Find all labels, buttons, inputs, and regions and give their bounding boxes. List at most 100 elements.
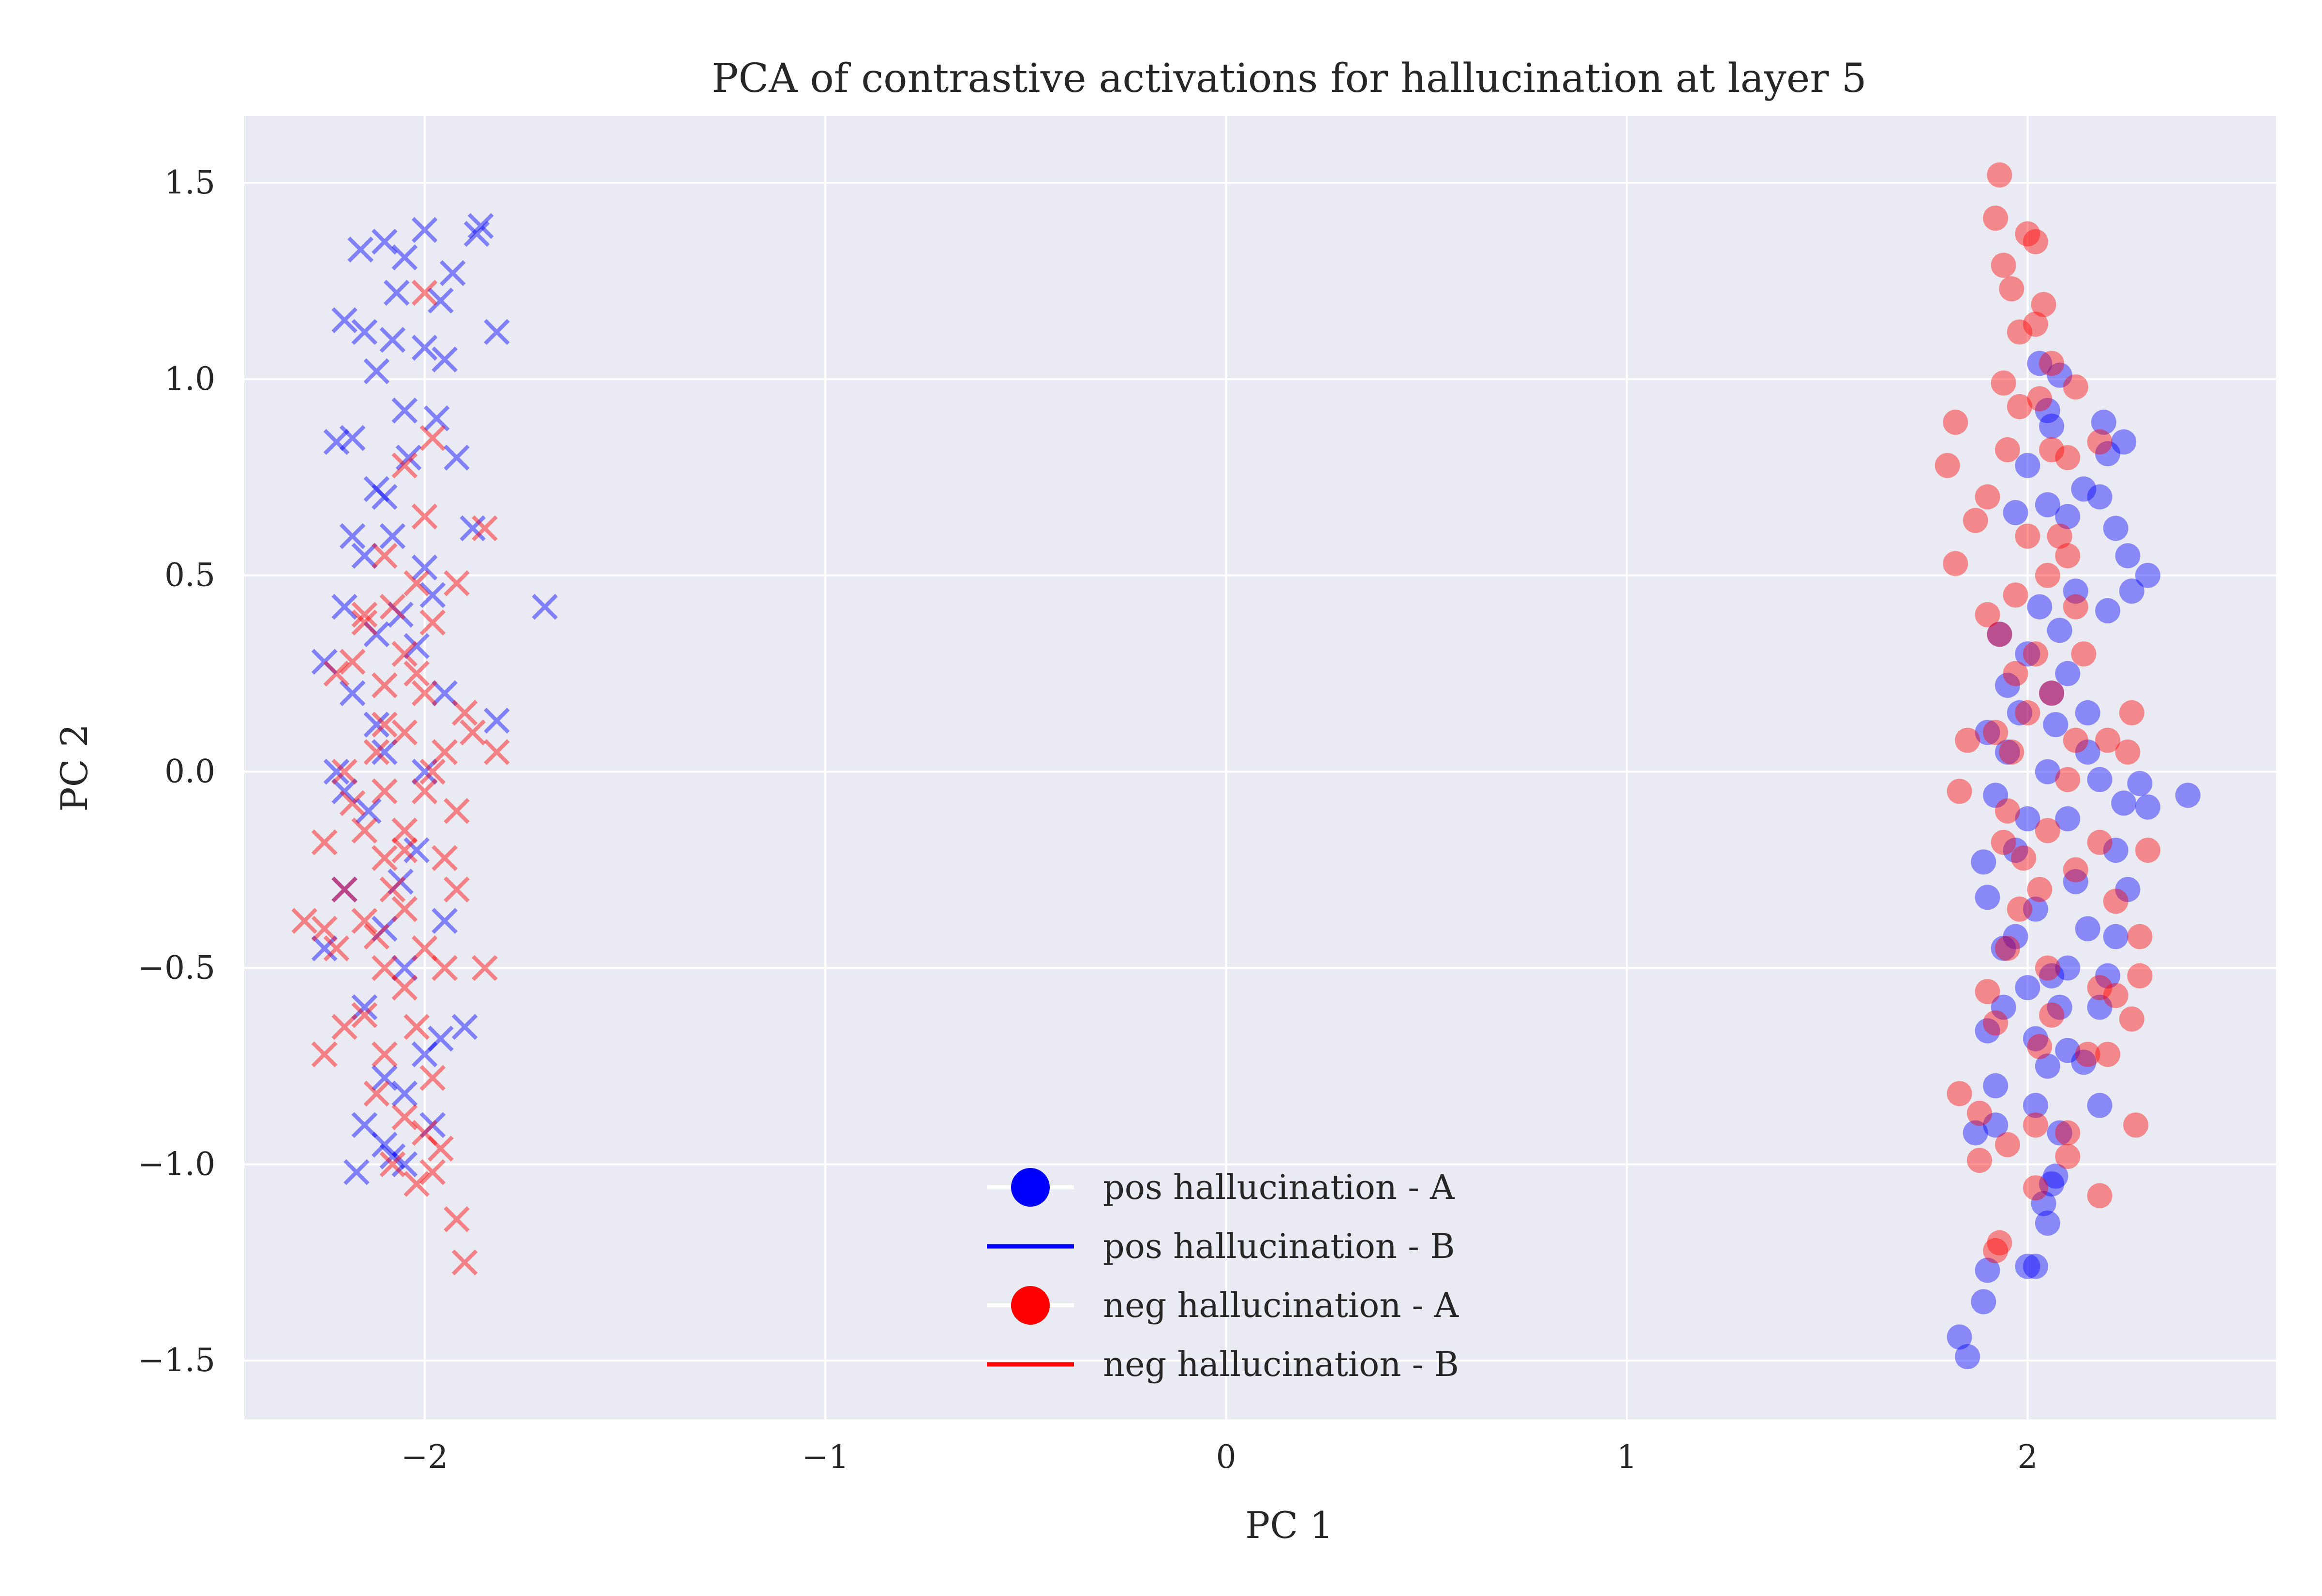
scatter-point [472,515,498,542]
scatter-point [423,405,450,431]
scatter-point [372,1064,398,1091]
scatter-point [372,543,398,569]
scatter-point [355,798,382,824]
scatter-point [2055,543,2081,569]
scatter-point [379,593,406,620]
scatter-point [351,908,378,934]
scatter-point [391,1104,418,1130]
scatter-point [379,326,406,353]
scatter-point [2031,292,2056,317]
scatter-point [2087,829,2113,855]
scatter-point [2127,770,2153,796]
scatter-point [2007,319,2032,345]
scatter-point [2087,1183,2113,1209]
scatter-point [484,319,510,345]
y-tick-label: 0.0 [164,753,215,790]
scatter-point [411,935,438,961]
scatter-point [372,916,398,942]
scatter-point [2047,994,2072,1020]
scatter-point [1987,621,2012,647]
scatter-point [383,280,410,306]
scatter-point [391,955,418,981]
scatter-point [432,845,458,872]
scatter-point [419,582,446,608]
scatter-point [2023,896,2048,922]
scatter-point [351,609,378,635]
scatter-point [347,236,374,263]
scatter-point [2095,963,2121,989]
scatter-point [2071,641,2097,667]
scatter-point [2039,680,2065,706]
scatter-point [2003,924,2028,949]
scatter-point [391,1151,418,1178]
y-tick-label: 0.5 [164,557,215,594]
scatter-point [2015,221,2040,247]
legend-label: pos hallucination - B [1103,1227,1455,1266]
scatter-point [323,660,350,687]
scatter-point [2027,877,2053,902]
scatter-point [2027,1034,2053,1059]
scatter-point [460,719,486,746]
scatter-point [2015,806,2040,832]
scatter-point [411,680,438,707]
scatter-point [351,817,378,844]
scatter-point [2023,229,2048,254]
scatter-point [2103,888,2128,914]
scatter-point [391,244,418,271]
scatter-point [411,217,438,243]
y-tick-label: −1.5 [138,1342,215,1379]
scatter-point [2047,1120,2072,1146]
scatter-point [351,602,378,628]
scatter-point [1983,1073,2009,1099]
scatter-point [2007,896,2032,922]
scatter-point [363,1080,390,1107]
scatter-point [432,346,458,373]
scatter-point [331,876,357,902]
scatter-point [391,817,418,844]
scatter-point [2103,924,2128,949]
series-neg-hallucination-a [1935,162,2160,1263]
plot-area [244,116,2276,1419]
scatter-point [363,923,390,950]
scatter-point [444,798,470,824]
scatter-point [1943,410,1968,435]
scatter-point [1975,602,2000,627]
scatter-point [2027,594,2053,620]
scatter-point [351,994,378,1020]
scatter-point [2015,453,2040,478]
scatter-point [2063,869,2088,894]
y-tick-label: 1.0 [164,360,215,398]
scatter-point [403,633,430,659]
x-axis-label: PC 1 [1245,1504,1333,1547]
scatter-point [2063,594,2088,620]
scatter-point [2063,374,2088,400]
scatter-point [1987,621,2012,647]
scatter-point [451,1014,478,1040]
scatter-point [2111,790,2137,816]
scatter-point [432,739,458,765]
scatter-point [2119,1006,2144,1032]
scatter-point [472,955,498,981]
scatter-point [331,593,357,620]
scatter-point [403,1014,430,1040]
scatter-point [379,523,406,549]
scatter-point [2055,1120,2081,1146]
scatter-point [372,778,398,805]
scatter-point [2075,700,2100,725]
x-tick-label: −2 [401,1438,448,1476]
scatter-point [2087,484,2113,510]
scatter-point [411,758,438,785]
scatter-point [2103,516,2128,541]
legend-item: pos hallucination - B [987,1227,1455,1266]
scatter-point [411,1041,438,1067]
scatter-point [323,758,350,785]
scatter-point [2115,739,2141,765]
scatter-point [339,680,366,707]
scatter-point [1995,739,2020,765]
legend-item: pos hallucination - A [987,1167,1455,1207]
scatter-point [2015,523,2040,549]
scatter-point [1995,935,2020,961]
scatter-point [2095,727,2121,753]
x-tick-labels: −2 −1 0 1 2 [401,1438,2038,1476]
scatter-point [2039,680,2065,706]
